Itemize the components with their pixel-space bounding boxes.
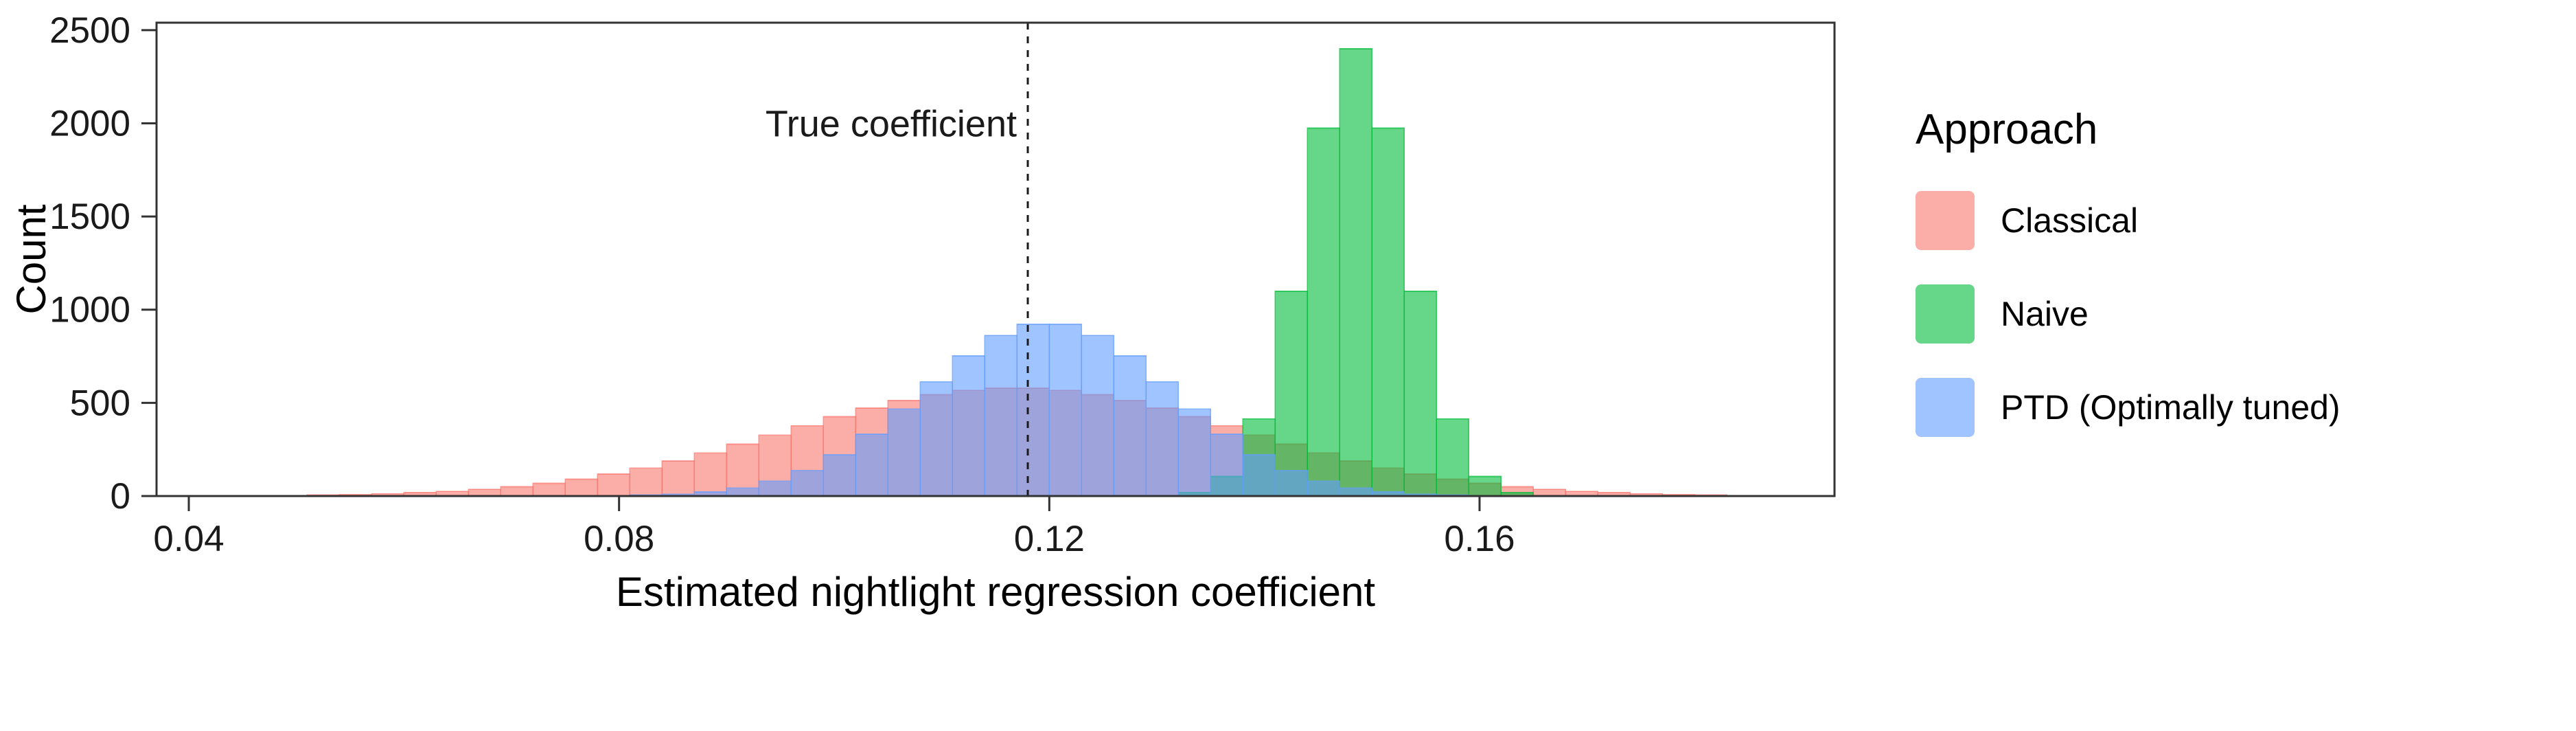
x-tick-label: 0.12: [1014, 519, 1085, 559]
legend-label-ptd: PTD (Optimally tuned): [2001, 388, 2341, 427]
histogram-bar: [1403, 290, 1438, 497]
y-tick-label: 2500: [49, 10, 130, 51]
x-tick-label: 0.16: [1444, 519, 1515, 559]
histogram-bar: [1048, 323, 1083, 497]
histogram-bar: [597, 473, 631, 497]
x-axis-title: Estimated nightlight regression coeffici…: [616, 569, 1375, 615]
panel-border: [155, 21, 1836, 497]
histogram-bar: [1081, 335, 1115, 497]
histogram-bar: [823, 454, 857, 497]
y-axis-title: Count: [8, 204, 54, 314]
legend-swatch-classical: [1916, 191, 1975, 250]
histogram-bar: [790, 469, 825, 497]
histogram-bar: [661, 460, 695, 497]
histogram-bar: [1339, 487, 1373, 497]
histogram-bar: [887, 408, 921, 497]
histogram-bar: [855, 434, 889, 497]
true-coefficient-label: True coefficient: [766, 103, 1017, 144]
legend-label-classical: Classical: [2001, 201, 2139, 240]
histogram-bar: [1145, 381, 1180, 497]
y-tick-label: 0: [111, 476, 130, 517]
histogram-bar: [984, 335, 1018, 497]
histogram-bar: [532, 482, 566, 497]
series-ptd-optimally-tuned: [629, 323, 1534, 497]
histogram-bar: [1274, 469, 1309, 497]
histogram-bar: [1177, 408, 1212, 497]
histogram-bar: [1113, 355, 1147, 497]
legend-title: Approach: [1916, 106, 2098, 153]
y-tick-label: 2000: [49, 103, 130, 144]
histogram-bar: [1436, 418, 1470, 497]
y-tick-label: 1500: [49, 196, 130, 237]
histogram-bar: [629, 467, 663, 497]
legend-swatch-ptd: [1916, 378, 1975, 437]
legend-item-naive: Naive: [1916, 284, 2341, 344]
histogram-bar: [1016, 323, 1050, 497]
x-tick-label: 0.04: [153, 519, 224, 559]
legend-item-classical: Classical: [1916, 191, 2341, 250]
histogram-bar: [1307, 480, 1341, 497]
histogram-bar: [726, 487, 760, 497]
legend: Approach Classical Naive PTD (Optimally …: [1916, 109, 2341, 471]
histogram-bar: [1242, 454, 1276, 497]
x-tick-label: 0.08: [584, 519, 654, 559]
histogram-bar: [1339, 48, 1373, 497]
histogram-bar: [693, 452, 728, 497]
legend-item-ptd: PTD (Optimally tuned): [1916, 378, 2341, 437]
y-tick-label: 500: [70, 383, 130, 423]
histogram-bar: [564, 478, 599, 497]
y-tick-label: 1000: [49, 290, 130, 330]
histogram-bar: [1210, 434, 1244, 497]
histogram-bar: [952, 355, 986, 497]
histogram-bar: [1371, 127, 1405, 497]
histogram-bar: [758, 480, 792, 497]
legend-swatch-naive: [1916, 284, 1975, 344]
histogram-bar: [1468, 475, 1502, 497]
legend-label-naive: Naive: [2001, 295, 2089, 333]
histogram-bar: [919, 381, 954, 497]
histogram-bar: [1307, 127, 1341, 497]
histogram-bar: [1274, 290, 1309, 497]
histogram-bar: [500, 486, 534, 497]
